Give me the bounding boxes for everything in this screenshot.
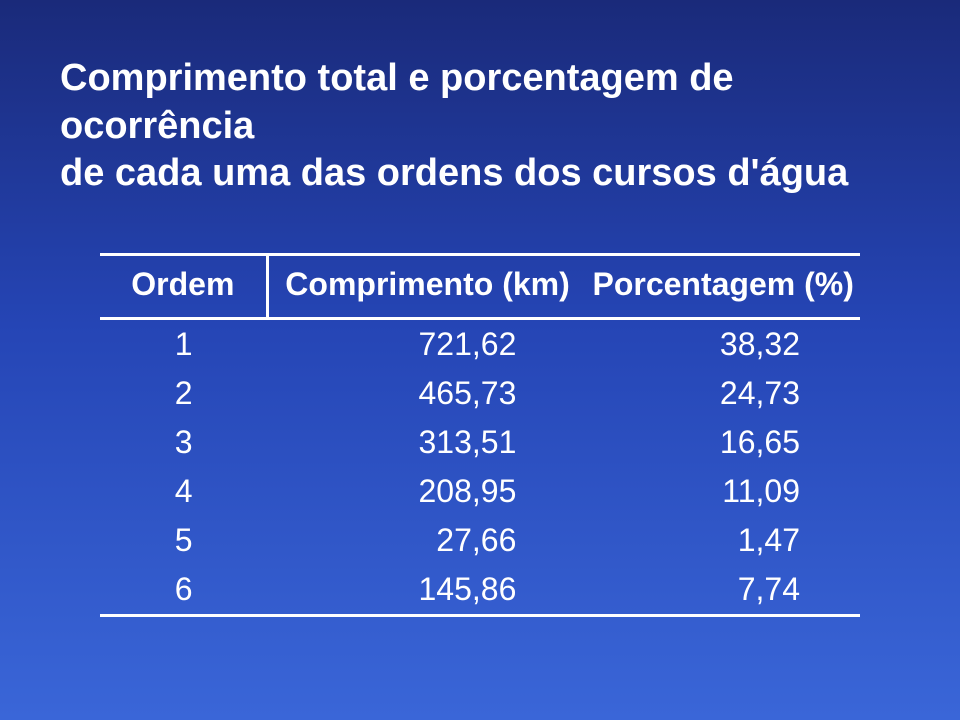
header-porcentagem: Porcentagem (%) bbox=[586, 254, 860, 318]
data-table: Ordem Comprimento (km) Porcentagem (%) 1… bbox=[100, 253, 860, 617]
cell-comprimento: 208,95 bbox=[267, 467, 586, 516]
table-row: 5 27,66 1,47 bbox=[100, 516, 860, 565]
table-row: 1 721,62 38,32 bbox=[100, 318, 860, 369]
cell-porcentagem: 7,74 bbox=[586, 565, 860, 616]
cell-porcentagem: 38,32 bbox=[586, 318, 860, 369]
table-container: Ordem Comprimento (km) Porcentagem (%) 1… bbox=[100, 253, 860, 617]
slide-title: Comprimento total e porcentagem de ocorr… bbox=[60, 55, 900, 198]
table-row: 6 145,86 7,74 bbox=[100, 565, 860, 616]
cell-ordem: 3 bbox=[100, 418, 267, 467]
title-line-1: Comprimento total e porcentagem de ocorr… bbox=[60, 57, 734, 147]
cell-ordem: 2 bbox=[100, 369, 267, 418]
cell-ordem: 4 bbox=[100, 467, 267, 516]
table-row: 3 313,51 16,65 bbox=[100, 418, 860, 467]
table-row: 4 208,95 11,09 bbox=[100, 467, 860, 516]
table-row: 2 465,73 24,73 bbox=[100, 369, 860, 418]
cell-ordem: 1 bbox=[100, 318, 267, 369]
cell-porcentagem: 1,47 bbox=[586, 516, 860, 565]
cell-comprimento: 721,62 bbox=[267, 318, 586, 369]
cell-porcentagem: 16,65 bbox=[586, 418, 860, 467]
cell-ordem: 6 bbox=[100, 565, 267, 616]
cell-comprimento: 313,51 bbox=[267, 418, 586, 467]
table-header-row: Ordem Comprimento (km) Porcentagem (%) bbox=[100, 254, 860, 318]
slide: Comprimento total e porcentagem de ocorr… bbox=[0, 0, 960, 720]
title-line-2: de cada uma das ordens dos cursos d'água bbox=[60, 152, 848, 194]
cell-comprimento: 27,66 bbox=[267, 516, 586, 565]
cell-porcentagem: 24,73 bbox=[586, 369, 860, 418]
cell-porcentagem: 11,09 bbox=[586, 467, 860, 516]
header-ordem: Ordem bbox=[100, 254, 267, 318]
header-comprimento: Comprimento (km) bbox=[267, 254, 586, 318]
cell-ordem: 5 bbox=[100, 516, 267, 565]
cell-comprimento: 145,86 bbox=[267, 565, 586, 616]
cell-comprimento: 465,73 bbox=[267, 369, 586, 418]
